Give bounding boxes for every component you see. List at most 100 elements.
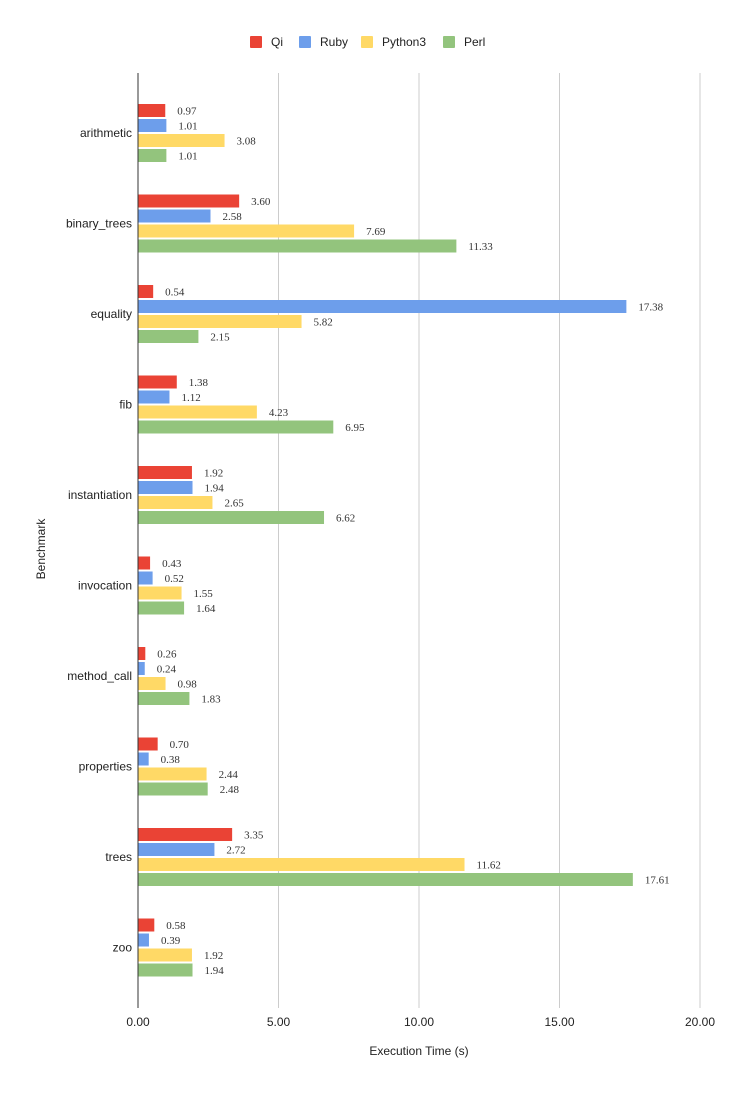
- data-label: 11.62: [477, 860, 501, 872]
- bar-qi-equality: [138, 285, 154, 298]
- bar-python3-invocation: [138, 586, 182, 600]
- legend-swatch-qi: [250, 36, 262, 48]
- category-label-zoo: zoo: [113, 941, 133, 955]
- bar-perl-equality: [138, 330, 199, 343]
- bar-perl-invocation: [138, 601, 185, 615]
- data-label: 1.94: [205, 965, 225, 977]
- bar-qi-trees: [138, 828, 233, 841]
- category-label-properties: properties: [79, 760, 132, 774]
- bar-ruby-equality: [138, 300, 627, 313]
- labels-layer: 0.97 1.01 3.08 1.01 3.60 2.58 7.69 11.33 0.54 17.…: [157, 106, 670, 978]
- data-label: 11.33: [468, 241, 493, 253]
- x-tick-label: 0.00: [126, 1015, 150, 1029]
- category-label-fib: fib: [119, 398, 132, 412]
- bar-perl-fib: [138, 420, 334, 434]
- x-tick-label: 5.00: [267, 1015, 291, 1029]
- legend-swatch-ruby: [299, 36, 311, 48]
- data-label: 5.82: [314, 317, 333, 329]
- data-label: 2.65: [224, 498, 244, 510]
- data-label: 1.92: [204, 468, 223, 480]
- data-label: 1.01: [178, 151, 197, 163]
- data-label: 1.94: [205, 483, 225, 495]
- data-label: 4.23: [269, 407, 289, 419]
- x-axis-title: Execution Time (s): [369, 1044, 468, 1058]
- bar-perl-properties: [138, 782, 208, 796]
- bar-python3-binary_trees: [138, 224, 355, 238]
- bar-perl-zoo: [138, 963, 193, 977]
- bar-python3-arithmetic: [138, 134, 225, 147]
- x-tick-label: 20.00: [685, 1015, 715, 1029]
- bar-qi-arithmetic: [138, 104, 166, 117]
- data-label: 2.58: [222, 211, 242, 223]
- bar-qi-fib: [138, 375, 177, 389]
- data-label: 3.08: [237, 136, 257, 148]
- legend-label-python3: Python3: [382, 35, 426, 49]
- data-label: 1.01: [178, 121, 197, 133]
- legend-label-qi: Qi: [271, 35, 283, 49]
- data-label: 2.15: [210, 332, 230, 344]
- category-label-instantiation: instantiation: [68, 488, 132, 502]
- bar-python3-properties: [138, 767, 207, 781]
- y-axis-categories: arithmetic binary_trees equality fib instant…: [66, 126, 132, 955]
- bar-ruby-method_call: [138, 662, 145, 675]
- data-label: 6.62: [336, 513, 355, 525]
- data-label: 0.39: [161, 935, 181, 947]
- category-label-invocation: invocation: [78, 579, 132, 593]
- legend-label-ruby: Ruby: [320, 35, 348, 49]
- bar-ruby-zoo: [138, 933, 149, 947]
- bars-layer: [138, 104, 633, 977]
- data-label: 0.58: [166, 920, 186, 932]
- data-label: 2.72: [226, 845, 245, 857]
- bar-python3-trees: [138, 858, 465, 871]
- bar-ruby-properties: [138, 752, 149, 766]
- data-label: 0.54: [165, 287, 185, 299]
- bar-python3-zoo: [138, 948, 192, 962]
- category-label-binary_trees: binary_trees: [66, 217, 132, 231]
- bar-perl-binary_trees: [138, 239, 457, 253]
- bar-qi-invocation: [138, 556, 151, 570]
- legend-swatch-python3: [361, 36, 373, 48]
- bar-ruby-trees: [138, 843, 215, 856]
- bar-perl-arithmetic: [138, 149, 167, 162]
- data-label: 0.97: [177, 106, 197, 118]
- data-label: 3.35: [244, 830, 264, 842]
- data-label: 0.26: [157, 649, 177, 661]
- data-label: 0.98: [178, 679, 198, 691]
- bar-python3-fib: [138, 405, 257, 419]
- bar-perl-method_call: [138, 692, 190, 705]
- bar-ruby-binary_trees: [138, 209, 211, 223]
- data-label: 2.44: [219, 769, 239, 781]
- data-label: 7.69: [366, 226, 386, 238]
- category-label-trees: trees: [105, 850, 132, 864]
- bar-perl-trees: [138, 873, 633, 886]
- data-label: 1.12: [181, 392, 200, 404]
- data-label: 1.83: [201, 694, 221, 706]
- x-tick-label: 15.00: [544, 1015, 574, 1029]
- data-label: 3.60: [251, 196, 271, 208]
- data-label: 17.61: [645, 875, 670, 887]
- bar-qi-binary_trees: [138, 194, 240, 208]
- bar-qi-instantiation: [138, 466, 192, 479]
- bar-qi-properties: [138, 737, 158, 751]
- data-label: 0.70: [170, 739, 190, 751]
- data-label: 6.95: [345, 422, 365, 434]
- data-label: 0.24: [157, 664, 177, 676]
- legend: Qi Ruby Python3 Perl: [250, 35, 485, 49]
- data-label: 0.38: [161, 754, 181, 766]
- category-label-method_call: method_call: [67, 669, 132, 683]
- y-axis-title: Benchmark: [34, 518, 48, 580]
- data-label: 1.38: [189, 377, 209, 389]
- data-label: 1.55: [194, 588, 214, 600]
- data-label: 0.43: [162, 558, 182, 570]
- data-label: 17.38: [638, 302, 663, 314]
- legend-label-perl: Perl: [464, 35, 485, 49]
- bar-ruby-instantiation: [138, 481, 193, 494]
- data-label: 1.92: [204, 950, 223, 962]
- bar-ruby-fib: [138, 390, 170, 404]
- bar-python3-equality: [138, 315, 302, 328]
- category-label-arithmetic: arithmetic: [80, 126, 132, 140]
- grid-layer: [278, 73, 701, 1008]
- bar-qi-method_call: [138, 647, 146, 660]
- bar-ruby-invocation: [138, 571, 153, 585]
